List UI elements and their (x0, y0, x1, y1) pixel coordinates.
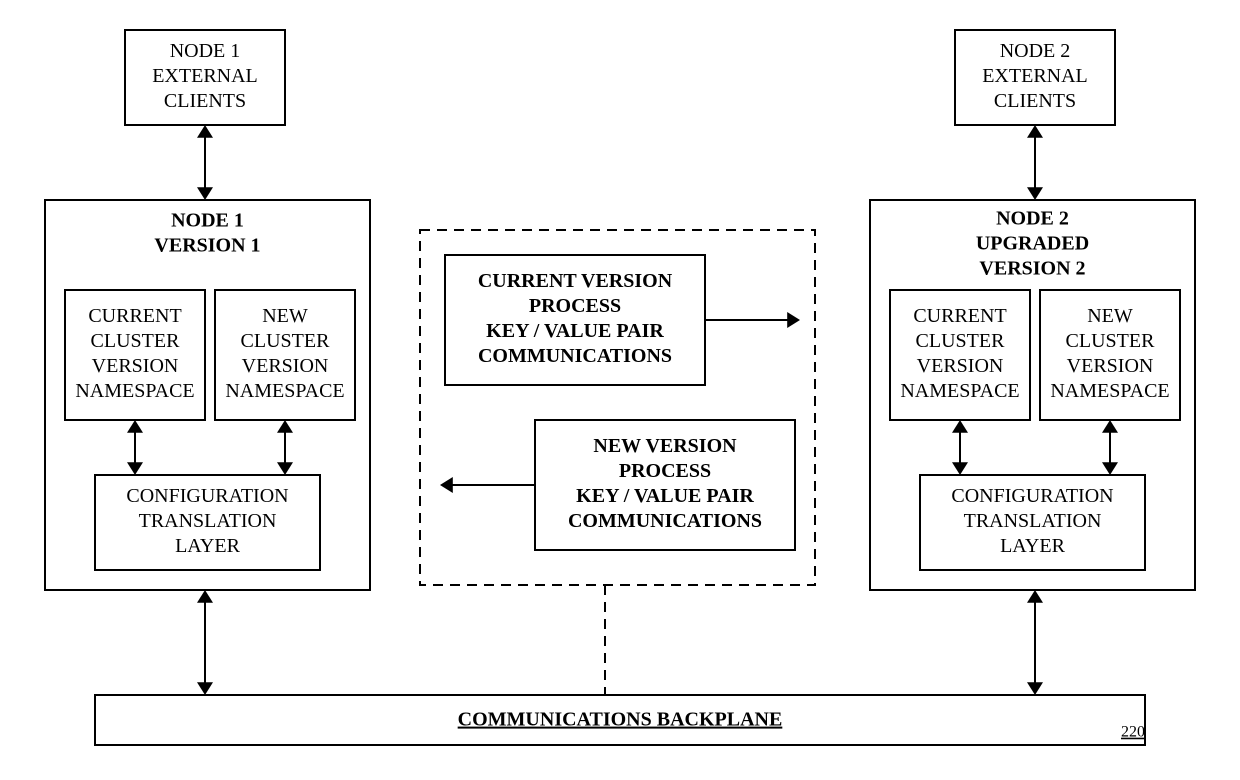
svg-text:NAMESPACE: NAMESPACE (900, 380, 1019, 402)
backplane-ref: 220 (1121, 724, 1145, 741)
svg-text:CONFIGURATION: CONFIGURATION (126, 485, 288, 507)
svg-text:NODE 1: NODE 1 (170, 40, 241, 62)
svg-text:PROCESS: PROCESS (619, 460, 711, 482)
svg-text:CURRENT: CURRENT (88, 305, 181, 327)
svg-text:KEY / VALUE PAIR: KEY / VALUE PAIR (486, 320, 664, 342)
svg-text:EXTERNAL: EXTERNAL (152, 65, 258, 87)
svg-text:VERSION 2: VERSION 2 (979, 258, 1085, 280)
architecture-diagram: NODE 1 VERSION 1 NODE 2 UPGRADED VERSION 2 NO… (0, 0, 1240, 780)
svg-text:COMMUNICATIONS: COMMUNICATIONS (568, 510, 762, 532)
svg-text:PROCESS: PROCESS (529, 295, 621, 317)
svg-text:NAMESPACE: NAMESPACE (75, 380, 194, 402)
svg-text:CONFIGURATION: CONFIGURATION (951, 485, 1113, 507)
svg-text:NODE 2: NODE 2 (1000, 40, 1071, 62)
svg-text:UPGRADED: UPGRADED (976, 233, 1089, 255)
backplane-label: COMMUNICATIONS BACKPLANE (458, 709, 783, 731)
svg-text:NEW VERSION: NEW VERSION (593, 435, 737, 457)
svg-text:NEW: NEW (262, 305, 308, 327)
svg-text:CLIENTS: CLIENTS (164, 90, 246, 112)
svg-text:NAMESPACE: NAMESPACE (225, 380, 344, 402)
svg-text:CLUSTER: CLUSTER (241, 330, 331, 352)
svg-text:VERSION 1: VERSION 1 (154, 235, 260, 257)
svg-text:COMMUNICATIONS: COMMUNICATIONS (478, 345, 672, 367)
svg-text:TRANSLATION: TRANSLATION (964, 510, 1102, 532)
svg-text:LAYER: LAYER (1000, 535, 1065, 557)
svg-text:NAMESPACE: NAMESPACE (1050, 380, 1169, 402)
svg-text:CLIENTS: CLIENTS (994, 90, 1076, 112)
svg-text:TRANSLATION: TRANSLATION (139, 510, 277, 532)
svg-text:CURRENT: CURRENT (913, 305, 1006, 327)
svg-text:EXTERNAL: EXTERNAL (982, 65, 1088, 87)
svg-text:LAYER: LAYER (175, 535, 240, 557)
svg-text:VERSION: VERSION (242, 355, 329, 377)
svg-text:VERSION: VERSION (1067, 355, 1154, 377)
svg-text:CLUSTER: CLUSTER (91, 330, 181, 352)
svg-text:VERSION: VERSION (92, 355, 179, 377)
svg-text:NODE 2: NODE 2 (996, 208, 1069, 230)
svg-text:CURRENT VERSION: CURRENT VERSION (478, 270, 673, 292)
svg-text:KEY / VALUE PAIR: KEY / VALUE PAIR (576, 485, 754, 507)
svg-text:CLUSTER: CLUSTER (916, 330, 1006, 352)
svg-text:NEW: NEW (1087, 305, 1133, 327)
svg-text:VERSION: VERSION (917, 355, 1004, 377)
svg-text:CLUSTER: CLUSTER (1066, 330, 1156, 352)
svg-text:NODE 1: NODE 1 (171, 210, 244, 232)
